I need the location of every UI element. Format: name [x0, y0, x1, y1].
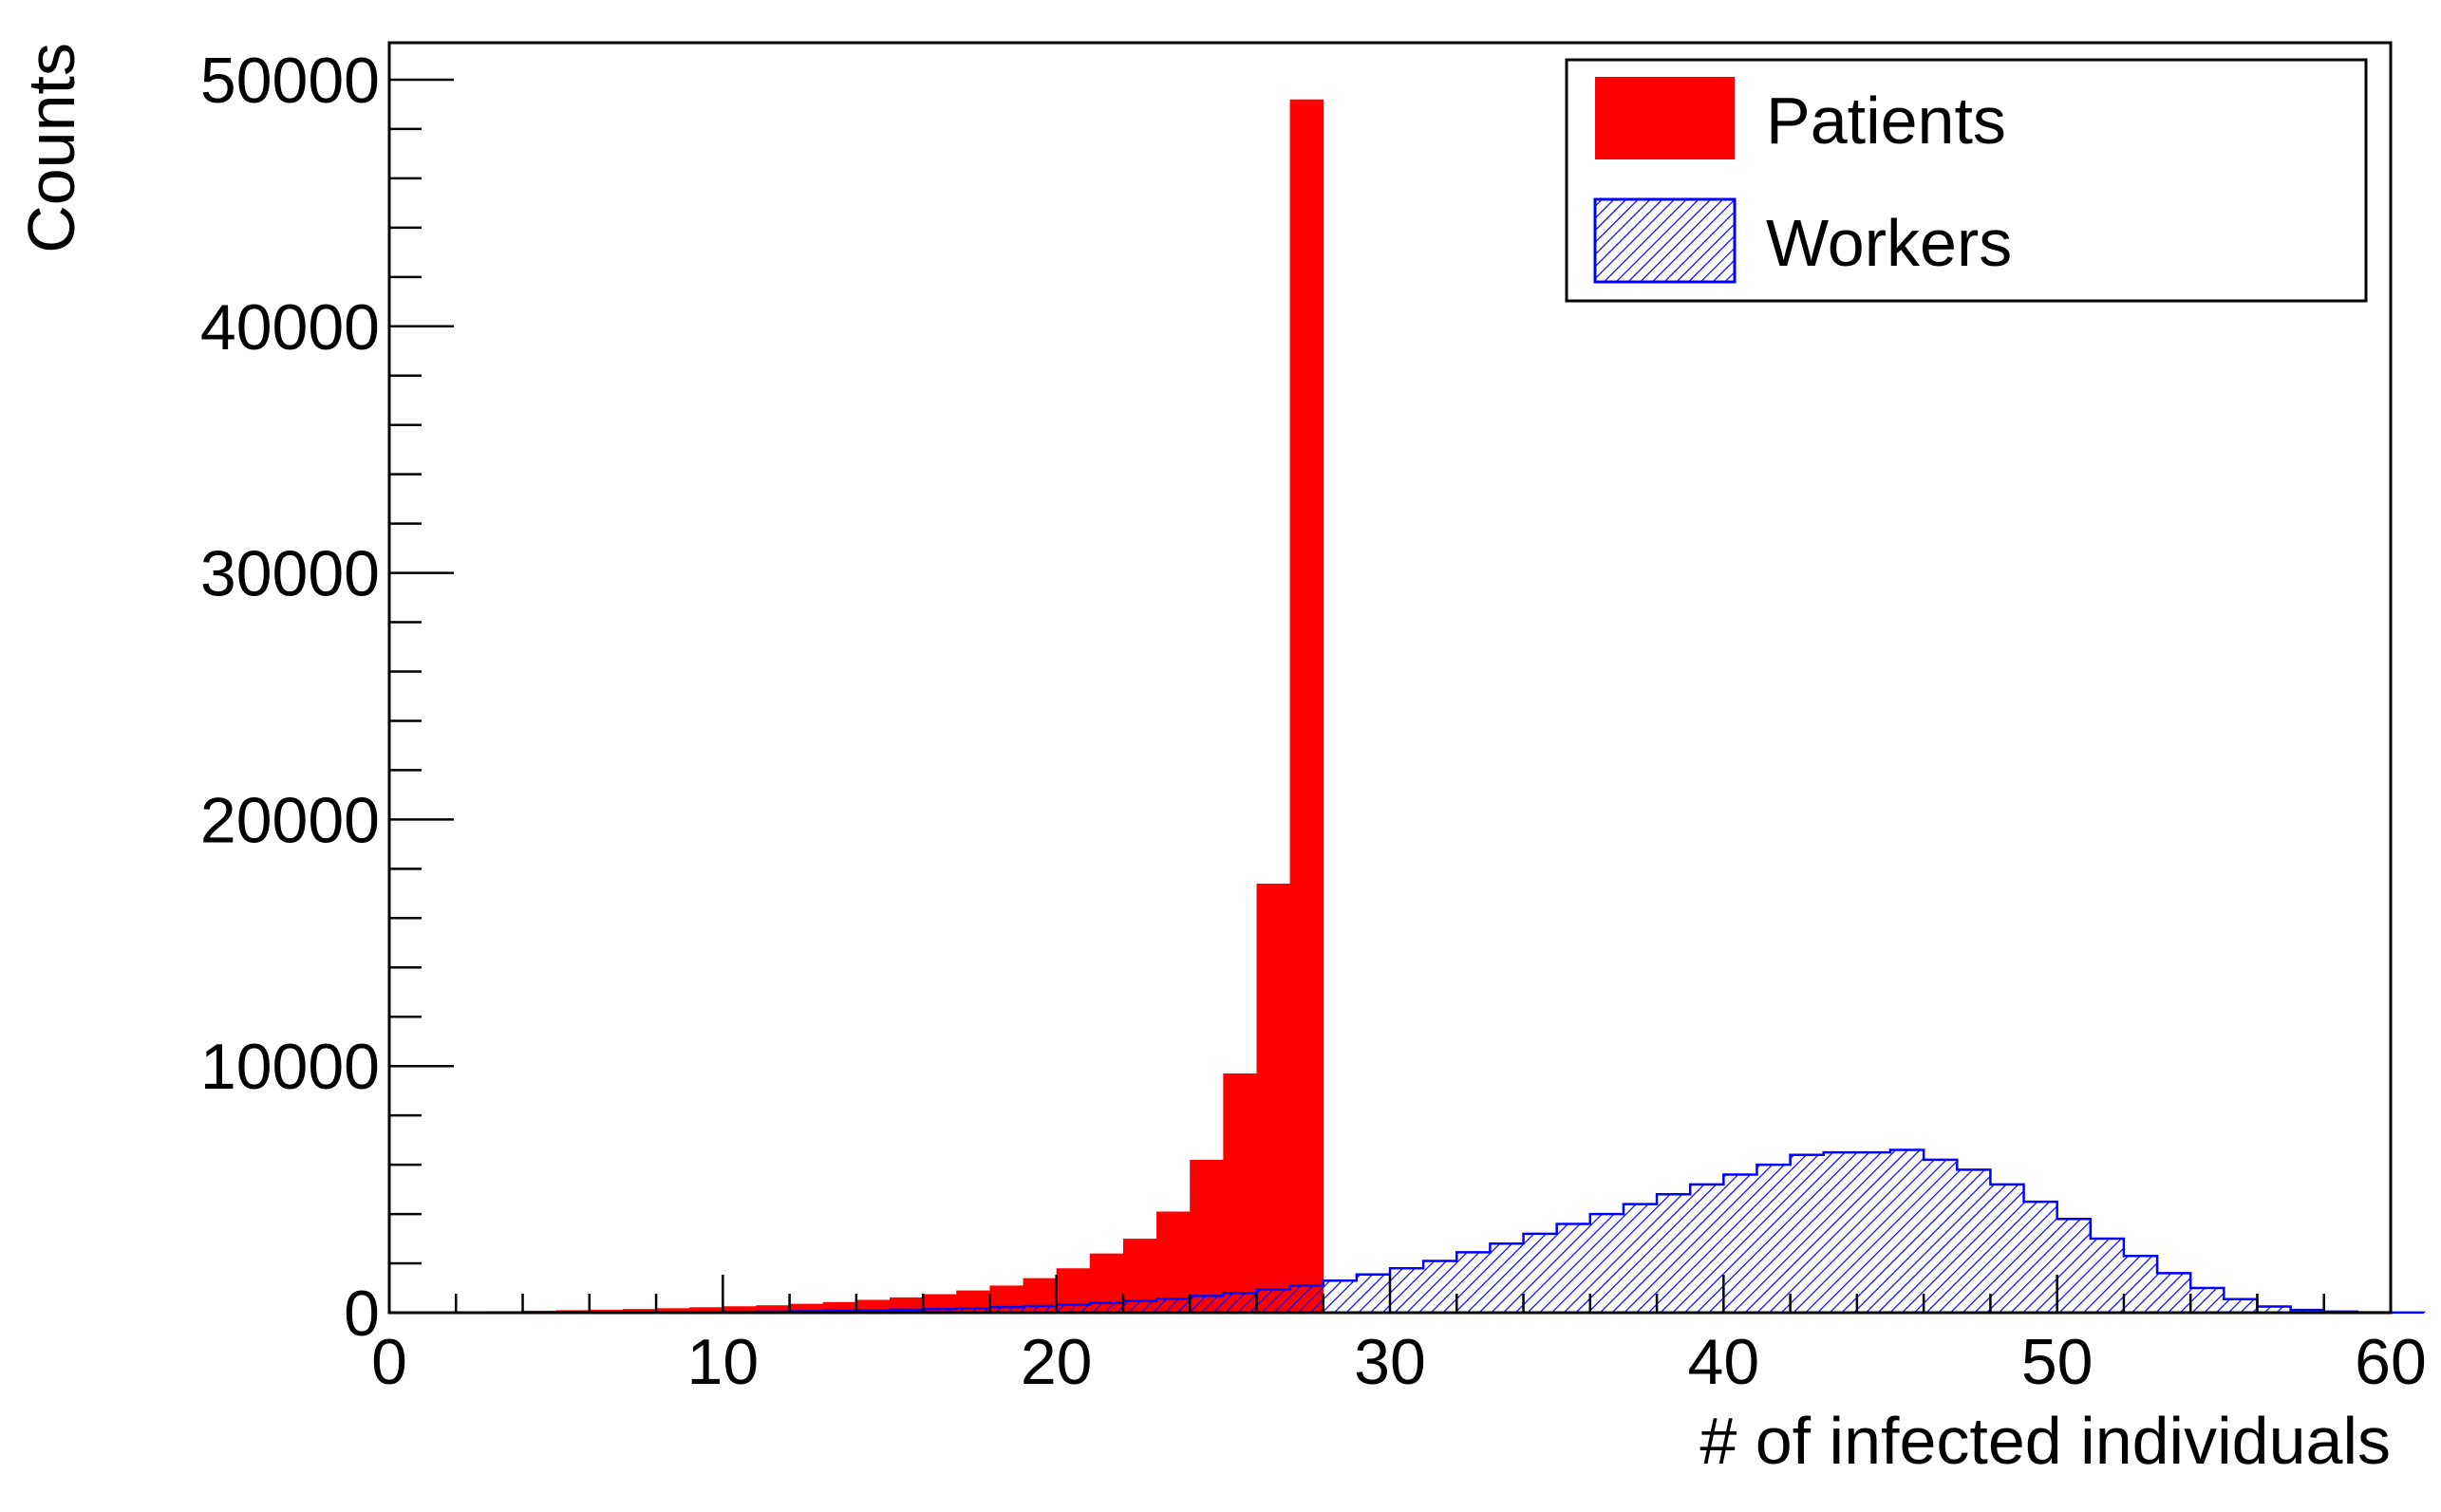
workers-bar	[923, 1309, 957, 1313]
workers-bar	[1623, 1204, 1658, 1313]
x-tick-labels: 0 10 20 30 40 50 60	[371, 1326, 2427, 1398]
legend-swatch-patients	[1595, 77, 1735, 159]
workers-bar	[1256, 1289, 1290, 1313]
workers-bar	[2123, 1256, 2158, 1313]
workers-bar	[1723, 1174, 1757, 1313]
x-tick-label: 60	[2355, 1326, 2427, 1398]
patients-bar	[589, 1309, 624, 1313]
workers-bar	[2023, 1202, 2057, 1313]
workers-bar	[1523, 1233, 1557, 1313]
patients-bar	[822, 1301, 857, 1313]
workers-bar	[1990, 1184, 2024, 1313]
patients-bar	[689, 1307, 723, 1313]
x-tick-label: 0	[371, 1326, 407, 1398]
workers-bar	[956, 1308, 990, 1313]
patients-bar	[1289, 99, 1324, 1313]
workers-bar	[1223, 1293, 1257, 1313]
patients-bar	[1156, 1211, 1191, 1313]
workers-bar	[1756, 1165, 1791, 1313]
workers-bar	[1356, 1274, 1390, 1313]
workers-bar	[1156, 1298, 1191, 1313]
workers-bar	[1289, 1285, 1324, 1313]
legend-label-workers: Workers	[1766, 206, 2012, 280]
y-tick-label: 50000	[200, 45, 380, 117]
workers-bar	[1957, 1169, 1991, 1313]
patients-bar	[1190, 1159, 1224, 1313]
x-tick-label: 20	[1021, 1326, 1093, 1398]
y-tick-label: 40000	[200, 291, 380, 364]
patients-bar	[1223, 1073, 1257, 1313]
y-tick-labels: 0 10000 20000 30000 40000 50000	[200, 45, 380, 1350]
axis-ticks	[387, 78, 2393, 1315]
patients-bar	[789, 1303, 824, 1313]
workers-bar	[2224, 1298, 2258, 1313]
workers-bar	[1823, 1152, 1857, 1313]
workers-bar	[2190, 1288, 2225, 1313]
workers-bar	[1390, 1268, 1424, 1313]
x-tick-label: 30	[1354, 1326, 1426, 1398]
workers-bar	[2056, 1219, 2091, 1313]
y-tick-label: 10000	[200, 1031, 380, 1103]
workers-bar	[1089, 1302, 1123, 1313]
workers-bar	[1924, 1159, 1958, 1313]
workers-bar	[1423, 1260, 1457, 1313]
workers-bar	[1023, 1305, 1057, 1313]
legend-swatch-workers	[1593, 197, 1737, 284]
y-tick-label: 20000	[200, 784, 380, 856]
patients-bar	[756, 1305, 791, 1313]
workers-bar	[2090, 1239, 2124, 1313]
legend-label-patients: Patients	[1766, 84, 2006, 158]
workers-bar	[1490, 1243, 1524, 1313]
workers-bar	[1323, 1280, 1357, 1313]
workers-bar	[1790, 1154, 1824, 1313]
workers-bar	[1890, 1149, 1925, 1313]
workers-bar	[1056, 1304, 1090, 1313]
workers-bar	[1190, 1296, 1224, 1313]
workers-bar	[1456, 1252, 1491, 1313]
x-axis-title: # of infected individuals	[1699, 1404, 2391, 1478]
patients-series	[422, 99, 1324, 1313]
workers-bar	[2157, 1273, 2191, 1313]
patients-bar	[656, 1308, 690, 1313]
workers-bar	[2257, 1306, 2291, 1313]
y-axis-title: Counts	[14, 43, 88, 253]
workers-bar	[890, 1309, 924, 1313]
x-tick-label: 10	[687, 1326, 760, 1398]
y-tick-label: 0	[344, 1278, 380, 1350]
workers-series	[421, 1148, 2426, 1315]
plot-frame	[387, 41, 2393, 1315]
legend: Patients Workers	[1565, 58, 2368, 303]
x-tick-label: 50	[2021, 1326, 2094, 1398]
workers-bar	[989, 1307, 1023, 1313]
patients-bar	[622, 1309, 657, 1313]
workers-bar	[1690, 1184, 1724, 1313]
x-tick-label: 40	[1688, 1326, 1760, 1398]
patients-bar	[723, 1306, 757, 1313]
workers-bar	[1856, 1152, 1890, 1313]
patients-bar	[1256, 883, 1291, 1313]
workers-bar	[1556, 1223, 1590, 1313]
workers-bar	[1122, 1300, 1157, 1313]
workers-outline	[421, 1148, 2426, 1315]
workers-bar	[1657, 1194, 1691, 1313]
y-tick-label: 30000	[200, 538, 380, 610]
workers-bar	[1589, 1214, 1624, 1313]
